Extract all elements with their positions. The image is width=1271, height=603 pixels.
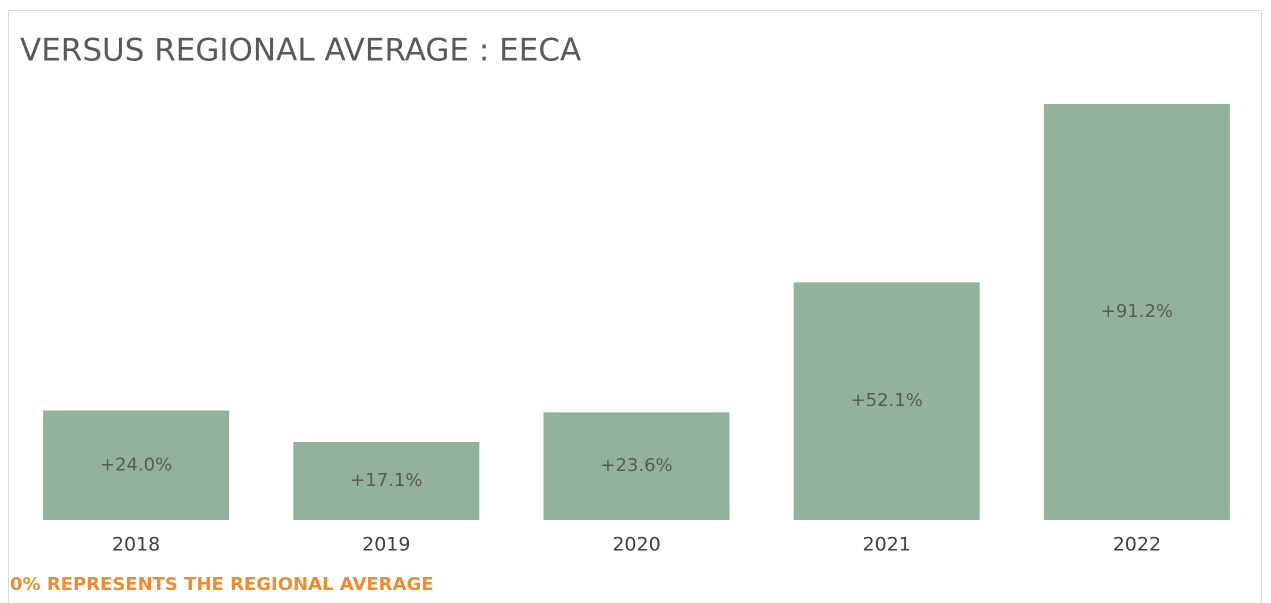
data-label: +24.0% [100, 454, 172, 475]
bar [43, 410, 230, 520]
x-tick-label: 2018 [112, 534, 160, 556]
x-tick-label: 2021 [863, 534, 911, 556]
bar [543, 412, 730, 520]
bar [293, 442, 480, 520]
x-tick-label: 2022 [1113, 534, 1161, 556]
data-label: +23.6% [600, 455, 672, 476]
x-tick-label: 2019 [362, 534, 410, 556]
bar [1043, 104, 1230, 520]
data-label: +91.2% [1101, 301, 1173, 322]
chart-frame [8, 10, 1262, 603]
x-tick-label: 2020 [612, 534, 660, 556]
data-label: +17.1% [350, 470, 422, 491]
chart-title: VERSUS REGIONAL AVERAGE : EECA [20, 33, 581, 69]
data-label: +52.1% [851, 390, 923, 411]
annotation: 0% REPRESENTS THE REGIONAL AVERAGE [10, 574, 434, 595]
bar [793, 282, 980, 520]
